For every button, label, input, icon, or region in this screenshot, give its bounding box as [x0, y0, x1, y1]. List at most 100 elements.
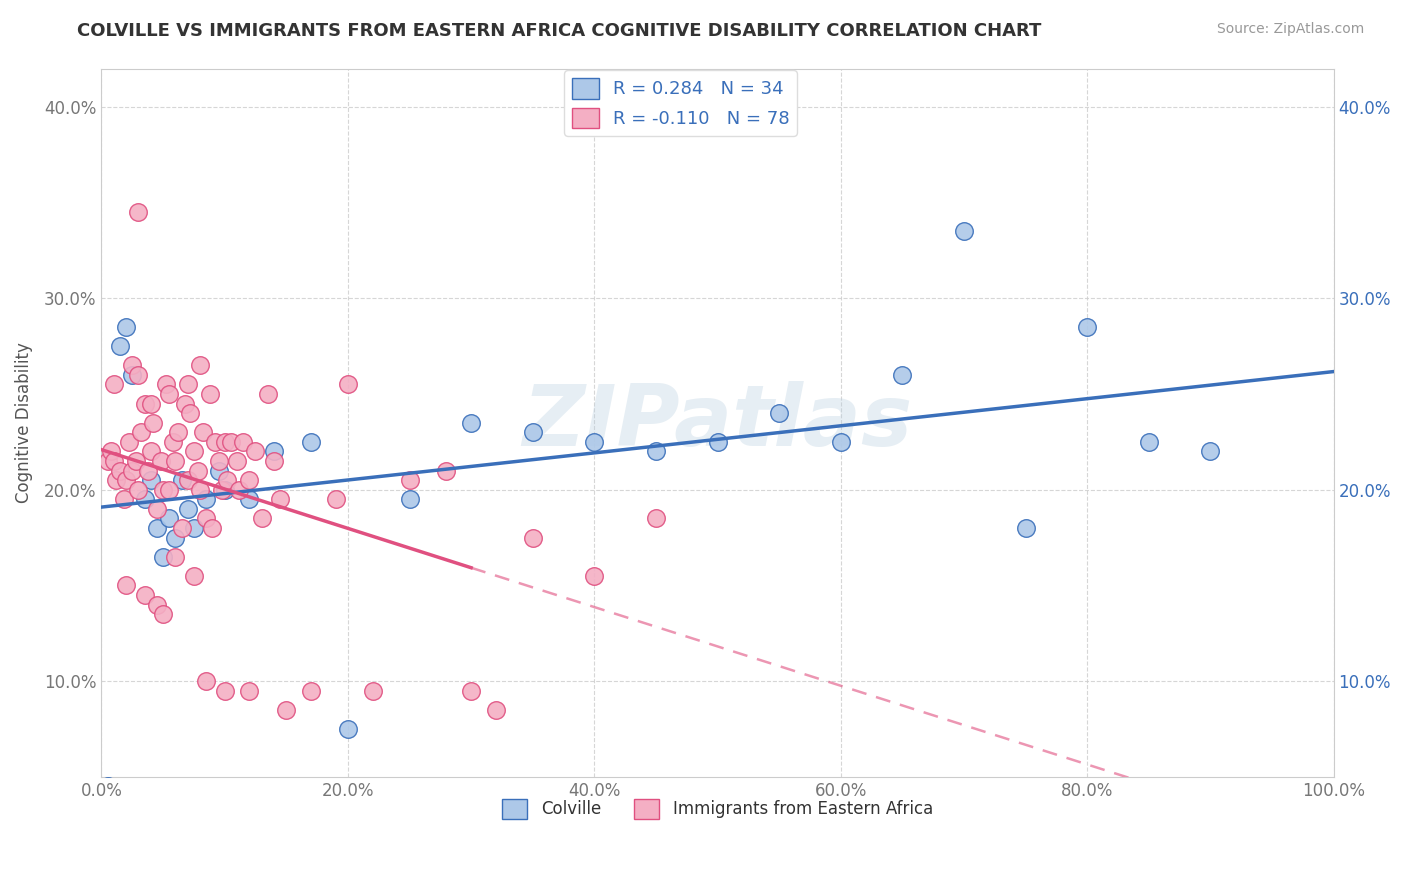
- Point: [1199, 444, 1222, 458]
- Point: [157, 483, 180, 497]
- Point: [115, 473, 138, 487]
- Point: [183, 569, 205, 583]
- Point: [645, 444, 668, 458]
- Point: [134, 492, 156, 507]
- Point: [645, 511, 668, 525]
- Point: [97, 454, 120, 468]
- Point: [139, 444, 162, 458]
- Point: [170, 521, 193, 535]
- Point: [105, 473, 128, 487]
- Point: [299, 683, 322, 698]
- Point: [299, 434, 322, 449]
- Point: [174, 396, 197, 410]
- Point: [177, 501, 200, 516]
- Text: COLVILLE VS IMMIGRANTS FROM EASTERN AFRICA COGNITIVE DISABILITY CORRELATION CHAR: COLVILLE VS IMMIGRANTS FROM EASTERN AFRI…: [77, 22, 1042, 40]
- Point: [238, 492, 260, 507]
- Point: [152, 549, 174, 564]
- Point: [183, 521, 205, 535]
- Point: [263, 454, 285, 468]
- Point: [207, 454, 229, 468]
- Point: [250, 511, 273, 525]
- Point: [276, 703, 298, 717]
- Point: [177, 377, 200, 392]
- Point: [152, 483, 174, 497]
- Point: [195, 674, 218, 689]
- Point: [522, 531, 544, 545]
- Point: [117, 434, 139, 449]
- Point: [121, 358, 143, 372]
- Point: [170, 473, 193, 487]
- Text: ZIPatlas: ZIPatlas: [523, 381, 912, 464]
- Point: [127, 205, 149, 219]
- Point: [100, 444, 122, 458]
- Point: [165, 454, 187, 468]
- Point: [219, 434, 242, 449]
- Point: [398, 492, 420, 507]
- Point: [263, 444, 285, 458]
- Point: [583, 569, 606, 583]
- Point: [167, 425, 190, 440]
- Point: [195, 511, 218, 525]
- Point: [97, 780, 120, 794]
- Point: [127, 368, 149, 382]
- Point: [108, 464, 131, 478]
- Point: [891, 368, 914, 382]
- Point: [139, 396, 162, 410]
- Point: [361, 683, 384, 698]
- Point: [139, 473, 162, 487]
- Point: [211, 483, 233, 497]
- Point: [195, 492, 218, 507]
- Point: [152, 607, 174, 621]
- Point: [183, 444, 205, 458]
- Point: [127, 483, 149, 497]
- Point: [146, 501, 169, 516]
- Point: [157, 387, 180, 401]
- Point: [165, 549, 187, 564]
- Point: [228, 483, 250, 497]
- Point: [217, 473, 239, 487]
- Point: [460, 416, 482, 430]
- Point: [238, 683, 260, 698]
- Point: [188, 483, 211, 497]
- Point: [149, 454, 172, 468]
- Point: [256, 387, 278, 401]
- Point: [226, 454, 249, 468]
- Point: [398, 473, 420, 487]
- Point: [112, 492, 135, 507]
- Point: [115, 320, 138, 334]
- Point: [198, 387, 221, 401]
- Point: [232, 434, 254, 449]
- Point: [125, 454, 148, 468]
- Point: [188, 358, 211, 372]
- Point: [136, 464, 159, 478]
- Point: [129, 425, 152, 440]
- Point: [436, 464, 458, 478]
- Point: [157, 511, 180, 525]
- Point: [108, 339, 131, 353]
- Point: [134, 396, 156, 410]
- Point: [162, 434, 184, 449]
- Point: [214, 483, 236, 497]
- Point: [768, 406, 790, 420]
- Point: [187, 464, 209, 478]
- Point: [134, 588, 156, 602]
- Point: [1137, 434, 1160, 449]
- Point: [121, 368, 143, 382]
- Point: [155, 377, 177, 392]
- Point: [179, 406, 201, 420]
- Point: [103, 377, 125, 392]
- Point: [583, 434, 606, 449]
- Text: Source: ZipAtlas.com: Source: ZipAtlas.com: [1216, 22, 1364, 37]
- Point: [336, 377, 359, 392]
- Point: [146, 521, 169, 535]
- Point: [1014, 521, 1036, 535]
- Point: [214, 683, 236, 698]
- Point: [204, 434, 226, 449]
- Point: [207, 464, 229, 478]
- Point: [177, 473, 200, 487]
- Point: [238, 473, 260, 487]
- Point: [325, 492, 347, 507]
- Point: [142, 416, 165, 430]
- Point: [201, 521, 224, 535]
- Point: [121, 464, 143, 478]
